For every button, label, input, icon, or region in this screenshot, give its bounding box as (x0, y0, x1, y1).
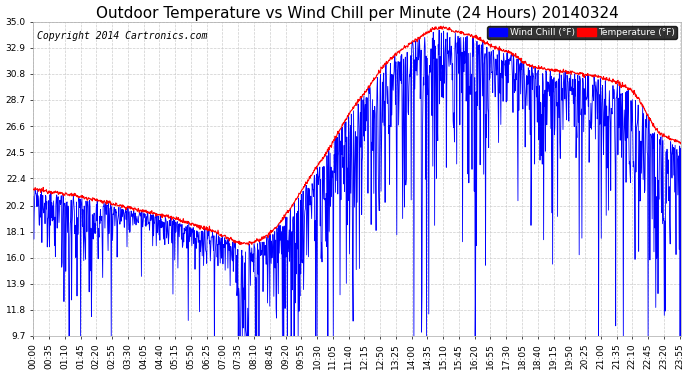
Title: Outdoor Temperature vs Wind Chill per Minute (24 Hours) 20140324: Outdoor Temperature vs Wind Chill per Mi… (96, 6, 619, 21)
Legend: Wind Chill (°F), Temperature (°F): Wind Chill (°F), Temperature (°F) (487, 26, 677, 39)
Text: Copyright 2014 Cartronics.com: Copyright 2014 Cartronics.com (37, 31, 207, 41)
